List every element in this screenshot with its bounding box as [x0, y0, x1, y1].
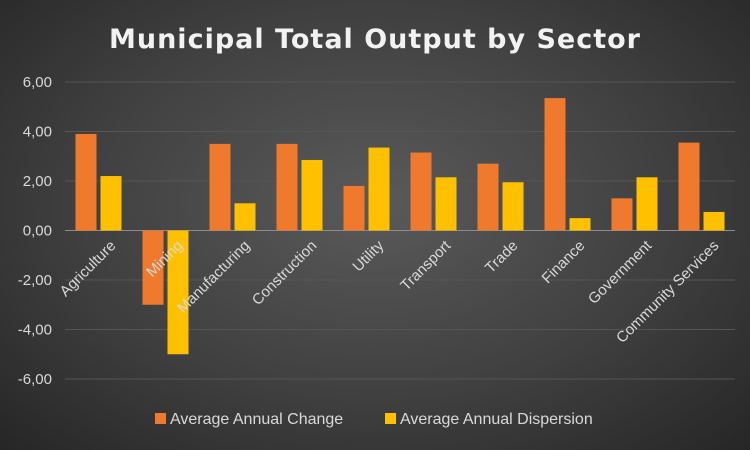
- bars: [75, 98, 725, 355]
- legend-swatch: [385, 413, 396, 424]
- bar-change: [142, 230, 164, 305]
- y-tick-label: 6,00: [23, 74, 52, 91]
- y-tick-label: -6,00: [18, 371, 52, 388]
- legend-swatch: [155, 413, 166, 424]
- bar-dispersion: [368, 147, 390, 231]
- y-tick-label: 2,00: [23, 173, 52, 190]
- category-label: Transport: [397, 237, 455, 295]
- bar-dispersion: [569, 218, 591, 231]
- y-tick-label: 0,00: [23, 223, 52, 240]
- bar-dispersion: [636, 177, 658, 231]
- category-label: Government: [585, 237, 656, 308]
- category-label: Utility: [349, 237, 387, 275]
- bar-change: [410, 152, 432, 231]
- bar-change: [611, 198, 633, 231]
- legend-label: Average Annual Change: [170, 411, 343, 428]
- y-tick-label: -4,00: [18, 322, 52, 339]
- chart-title: Municipal Total Output by Sector: [109, 24, 641, 55]
- bar-dispersion: [301, 159, 323, 231]
- bar-dispersion: [167, 230, 189, 355]
- bar-change: [343, 185, 365, 231]
- bar-dispersion: [703, 211, 725, 231]
- bar-change: [209, 143, 231, 231]
- bar-change: [544, 98, 566, 231]
- y-tick-label: 4,00: [23, 124, 52, 141]
- legend: Average Annual Change Average Annual Disp…: [155, 411, 593, 428]
- bar-dispersion: [435, 177, 457, 231]
- legend-label: Average Annual Dispersion: [400, 411, 593, 428]
- bar-dispersion: [100, 176, 122, 231]
- category-label: Trade: [482, 237, 521, 276]
- bar-dispersion: [234, 203, 256, 231]
- y-tick-label: -2,00: [18, 272, 52, 289]
- bar-change: [276, 143, 298, 231]
- category-label: Construction: [249, 237, 321, 309]
- bar-change: [477, 163, 499, 231]
- bar-change: [75, 133, 97, 231]
- y-axis-ticks: 6,00 4,00 2,00 0,00 -2,00 -4,00 -6,00: [18, 74, 52, 388]
- bar-dispersion: [502, 182, 524, 231]
- category-label: Agriculture: [57, 237, 120, 300]
- bar-change: [678, 142, 700, 231]
